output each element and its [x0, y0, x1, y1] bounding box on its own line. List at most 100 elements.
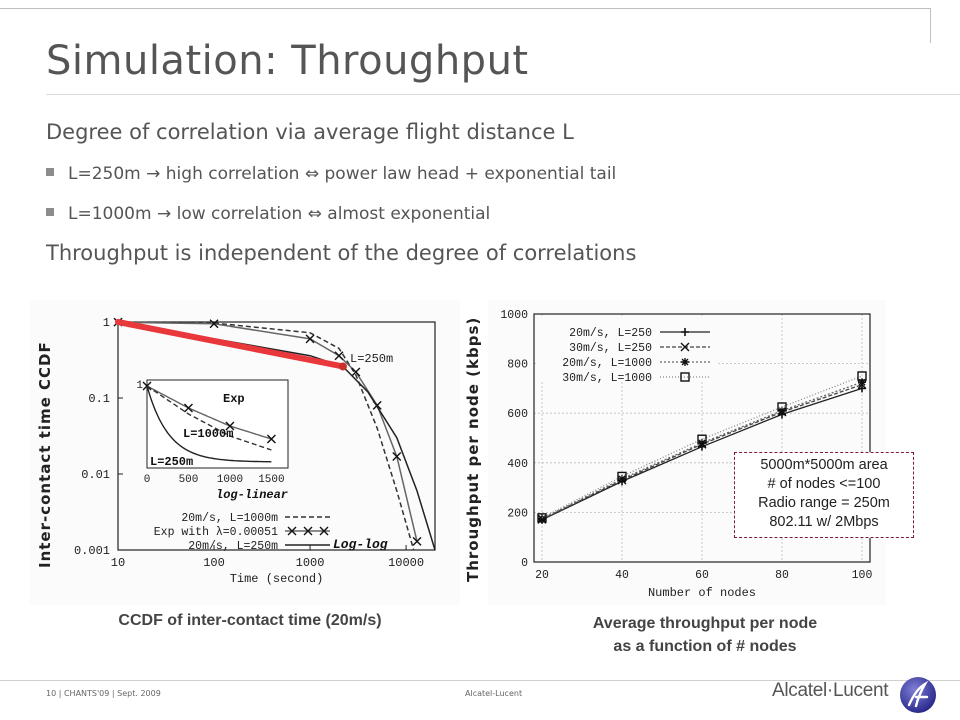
tp-x-tick-label: 80	[775, 569, 789, 582]
tp-legend-marker	[680, 372, 690, 382]
sub-bullet-l250-text: L=250m → high correlation ⇔ power law he…	[68, 164, 617, 184]
tp-y-tick-label: 400	[507, 458, 528, 471]
throughput-y-axis-label: Throughput per node (kbps)	[464, 316, 482, 582]
tp-series-line	[541, 375, 863, 519]
tp-series-point	[858, 378, 866, 387]
inset-series-line	[146, 385, 272, 463]
square-bullet-icon	[46, 168, 54, 176]
ccdf-y-tick-label: 0.01	[81, 468, 110, 482]
inset-x-tick-label: 1500	[258, 474, 284, 486]
ccdf-x-tick-label: 10000	[388, 556, 424, 570]
throughput-caption: Average throughput per node as a functio…	[530, 612, 880, 658]
ccdf-legend-marker	[287, 526, 297, 536]
sub-bullet-l250: L=250m → high correlation ⇔ power law he…	[46, 164, 616, 184]
ccdf-annotation-l250: L=250m	[350, 352, 393, 366]
ccdf-x-tick-label: 10	[111, 556, 125, 570]
ccdf-series-line	[117, 321, 418, 542]
slide-title: Simulation: Throughput	[46, 38, 529, 84]
inset-x-tick-label: 500	[179, 474, 199, 486]
power-law-highlight	[115, 319, 346, 370]
tp-series-point	[777, 402, 787, 412]
top-frame-corner	[930, 8, 931, 43]
inset-series-line	[146, 385, 272, 451]
title-divider	[46, 94, 960, 95]
info-line: Radio range = 250m	[758, 495, 890, 511]
ccdf-annotation-loglog: Log-log	[333, 537, 388, 552]
ccdf-x-tick-label: 100	[203, 556, 225, 570]
ccdf-legend-marker	[303, 526, 313, 536]
ccdf-series-point	[209, 319, 219, 329]
ccdf-series-line	[117, 321, 415, 551]
ccdf-y-axis-label: Inter-contact time CCDF	[36, 341, 54, 568]
ccdf-series-point	[392, 451, 402, 461]
ccdf-series-point	[412, 536, 422, 546]
tp-legend-label: 30m/s, L=1000	[562, 372, 652, 385]
tp-x-tick-label: 60	[695, 569, 709, 582]
tp-legend-marker	[681, 328, 689, 336]
tp-series-point	[697, 434, 707, 444]
ccdf-y-tick-label: 1	[103, 316, 110, 330]
ccdf-series-point	[351, 367, 361, 377]
tp-legend-label: 30m/s, L=250	[569, 342, 652, 355]
tp-x-tick-label: 40	[615, 569, 629, 582]
ccdf-inset-frame	[146, 379, 289, 469]
tp-series-point	[537, 513, 547, 523]
tp-y-tick-label: 200	[507, 507, 528, 520]
footer-divider	[0, 680, 960, 681]
inset-series-line	[146, 385, 272, 440]
tp-series-point	[538, 514, 546, 523]
footer-company: Alcatel-Lucent	[465, 689, 523, 698]
inset-label-l1000: L=1000m	[183, 427, 233, 441]
inset-series-point	[266, 434, 276, 444]
tp-y-tick-label: 1000	[500, 309, 528, 322]
tp-legend-bg	[538, 318, 716, 382]
tp-legend-label: 20m/s, L=250	[569, 327, 652, 340]
throughput-caption-line1: Average throughput per node	[592, 615, 818, 632]
tp-legend: 20m/s, L=250 30m/s, L=250 20m/s, L=1000 30m…	[538, 318, 716, 385]
bullet-degree-of-correlation: Degree of correlation via average flight…	[46, 120, 574, 144]
ccdf-y-tick-label: 0.1	[88, 392, 110, 406]
ccdf-y-tick-label: 0.001	[74, 544, 110, 558]
power-law-knee-marker	[338, 362, 347, 371]
ccdf-x-axis-label: Time (second)	[230, 572, 324, 586]
ccdf-chart-panel: 10 100 1000 10000 1 0.1 0.01 0.001 Time (second)…	[30, 300, 460, 605]
tp-x-tick-label: 20	[535, 569, 549, 582]
tp-series-point	[618, 474, 626, 483]
ccdf-inset: 0 500 1000 1500 1 Exp L=1000m L=250m	[136, 379, 289, 486]
sub-bullet-l1000-text: L=1000m → low correlation ⇔ almost expon…	[68, 204, 491, 224]
tp-series-point	[857, 371, 867, 381]
throughput-chart: 0 200 400 600 800 1000 20 40 60 80 100 Number of no…	[500, 309, 873, 600]
tp-y-tick-label: 800	[507, 359, 528, 372]
ccdf-legend-marker	[319, 526, 329, 536]
simulation-parameters-box: 5000m*5000m area # of nodes <=100 Radio …	[734, 452, 914, 538]
tp-x-tick-label: 100	[852, 569, 873, 582]
bullet-throughput-independent: Throughput is independent of the degree …	[46, 241, 637, 265]
inset-y-tick-label: 1	[136, 380, 143, 392]
inset-label-l250: L=250m	[150, 455, 193, 469]
top-frame-line	[0, 8, 930, 9]
tp-x-axis-label: Number of nodes	[648, 586, 756, 600]
inset-series-point	[225, 421, 235, 431]
inset-label-exp: Exp	[223, 392, 245, 406]
inset-caption: log-linear	[216, 488, 288, 502]
inset-x-tick-label: 1000	[217, 474, 243, 486]
tp-legend-marker	[680, 342, 690, 352]
info-line: 5000m*5000m area	[760, 457, 888, 473]
square-bullet-icon	[46, 208, 54, 216]
info-line: 802.11 w/ 2Mbps	[769, 514, 879, 530]
tp-series-point	[617, 471, 627, 482]
tp-plot-frame	[533, 313, 871, 563]
info-line: # of nodes <=100	[767, 476, 881, 492]
ccdf-caption: CCDF of inter-contact time (20m/s)	[118, 612, 382, 629]
alcatel-lucent-logo-icon	[900, 677, 936, 713]
alcatel-lucent-logo-text: Alcatel·Lucent	[772, 680, 889, 701]
ccdf-series-point	[334, 351, 344, 361]
tp-y-tick-label: 600	[507, 408, 528, 421]
sub-bullet-l1000: L=1000m → low correlation ⇔ almost expon…	[46, 204, 490, 224]
ccdf-x-tick-label: 1000	[296, 556, 325, 570]
tp-legend-label: 20m/s, L=1000	[562, 357, 652, 370]
footer-slide-info: 10 | CHANTS'09 | Sept. 2009	[46, 689, 161, 698]
inset-x-tick-label: 0	[144, 474, 151, 486]
